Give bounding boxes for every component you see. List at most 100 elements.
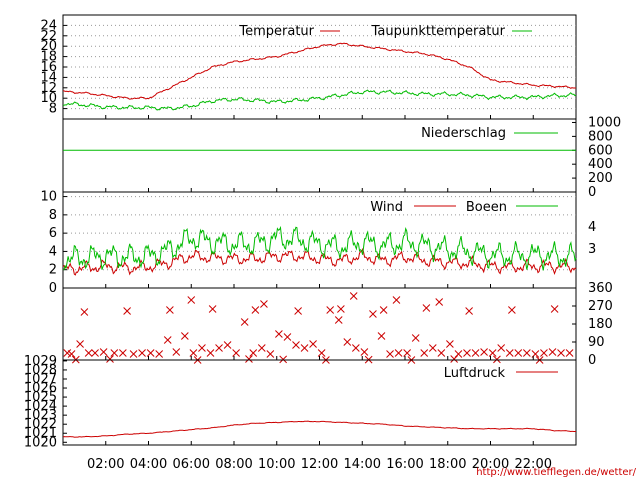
wind-direction-mark: [369, 310, 377, 318]
y-tick-label: 1029: [24, 354, 57, 369]
y-tick-label: 1023: [24, 408, 57, 423]
mark-stroke: [163, 336, 172, 344]
mark-stroke: [155, 350, 164, 358]
mark-stroke: [138, 349, 146, 357]
pressure-panel: 1020102110221023102410251026102710281029…: [24, 354, 577, 450]
x-tick-label: 18:00: [429, 457, 466, 472]
y-tick-label: 1021: [24, 426, 57, 441]
mark-stroke: [454, 350, 463, 358]
wind-direction-mark: [300, 344, 309, 352]
wind-direction-mark: [123, 307, 131, 315]
wind-direction-mark: [471, 349, 480, 357]
y-tick-label: 1026: [24, 381, 57, 396]
mark-stroke: [67, 350, 76, 358]
mark-stroke: [505, 349, 514, 357]
wind-direction-mark: [172, 348, 181, 356]
mark-stroke: [275, 330, 283, 338]
wind-direction-mark: [522, 349, 531, 357]
mark-stroke: [257, 344, 266, 352]
wind-direction-mark: [394, 349, 403, 357]
y-tick-label: 20: [40, 39, 57, 54]
wind-direction-mark: [232, 349, 240, 357]
legend-label-luftdruck: Luftdruck: [444, 366, 506, 381]
y-tick-label: 1022: [24, 417, 57, 432]
wind-direction-mark: [508, 306, 516, 314]
mark-stroke: [76, 340, 84, 348]
y-tick-label: 16: [40, 60, 57, 75]
wind-direction-mark: [428, 344, 437, 352]
mark-stroke: [245, 355, 253, 363]
wind-direction-mark: [260, 300, 268, 308]
mark-stroke: [251, 306, 260, 314]
y-tick-label: 180: [588, 317, 613, 332]
wind-direction-mark: [351, 344, 360, 352]
x-tick-label: 10:00: [258, 457, 295, 472]
source-url[interactable]: http://www.tiefflegen.de/wetter/: [476, 467, 636, 478]
wind-direction-mark: [76, 340, 84, 348]
y-tick-label: 12: [40, 81, 57, 96]
x-tick-label: 02:00: [87, 457, 124, 472]
series-line-taupunkttemperatur: [63, 89, 577, 111]
mark-stroke: [351, 344, 360, 352]
wind-direction-mark: [198, 344, 206, 352]
wind-direction-mark: [309, 340, 317, 348]
wind-direction-mark: [166, 306, 174, 314]
wind-direction-mark: [514, 349, 523, 357]
wind-direction-mark: [411, 334, 420, 342]
mark-stroke: [334, 316, 343, 324]
y-tick-label: 800: [588, 129, 613, 144]
wind-lines: [62, 225, 577, 276]
mark-stroke: [63, 349, 72, 357]
y-tick-label: 1000: [588, 115, 621, 130]
mark-stroke: [540, 349, 548, 357]
mark-stroke: [294, 307, 302, 315]
wind-direction-mark: [106, 355, 114, 363]
mark-stroke: [110, 349, 119, 357]
wind-direction-mark: [446, 340, 454, 348]
y-tick-label: 14: [40, 70, 57, 85]
mark-stroke: [428, 344, 437, 352]
mark-stroke: [377, 332, 386, 340]
temperature-lines: [63, 42, 577, 111]
mark-stroke: [565, 349, 574, 357]
wind-direction-mark: [317, 349, 326, 357]
wind-direction-mark: [326, 306, 335, 314]
mark-stroke: [123, 307, 131, 315]
wind-direction-mark: [283, 333, 292, 341]
mark-stroke: [106, 355, 114, 363]
mark-stroke: [208, 305, 217, 313]
x-tick-label: 14:00: [344, 457, 381, 472]
wind-right-label-4: 4: [588, 220, 596, 235]
legend-label-temperatur: Temperatur: [238, 24, 314, 39]
y-tick-label: 24: [40, 18, 57, 33]
wind-direction-mark: [488, 349, 497, 357]
y-tick-label: 18: [40, 50, 57, 65]
mark-stroke: [166, 306, 174, 314]
mark-stroke: [497, 344, 506, 352]
wind-direction-mark: [138, 349, 146, 357]
wind-direction-mark: [497, 344, 506, 352]
y-tick-label: 270: [588, 299, 613, 314]
mark-stroke: [309, 340, 317, 348]
wind-direction-mark: [208, 305, 217, 313]
mark-stroke: [249, 349, 258, 357]
mark-stroke: [394, 349, 403, 357]
wind-direction-mark: [505, 349, 514, 357]
mark-stroke: [480, 348, 488, 356]
mark-stroke: [369, 310, 377, 318]
legend-label-taupunkttemperatur: Taupunkttemperatur: [371, 24, 506, 39]
mark-stroke: [471, 349, 480, 357]
wind-direction-marks: [63, 292, 574, 364]
x-tick-label: 08:00: [215, 457, 252, 472]
mark-stroke: [266, 350, 275, 358]
legend-label-niederschlag: Niederschlag: [421, 126, 506, 141]
y-tick-label: 1024: [24, 399, 57, 414]
wind-direction-mark: [155, 350, 164, 358]
wind-direction-mark: [422, 304, 431, 312]
wind-direction-mark: [550, 305, 559, 313]
wind-direction-panel: 0 90 180 270 360: [62, 281, 613, 368]
wind-direction-mark: [240, 318, 249, 326]
mark-stroke: [80, 308, 89, 316]
series-line-wind: [62, 247, 577, 276]
